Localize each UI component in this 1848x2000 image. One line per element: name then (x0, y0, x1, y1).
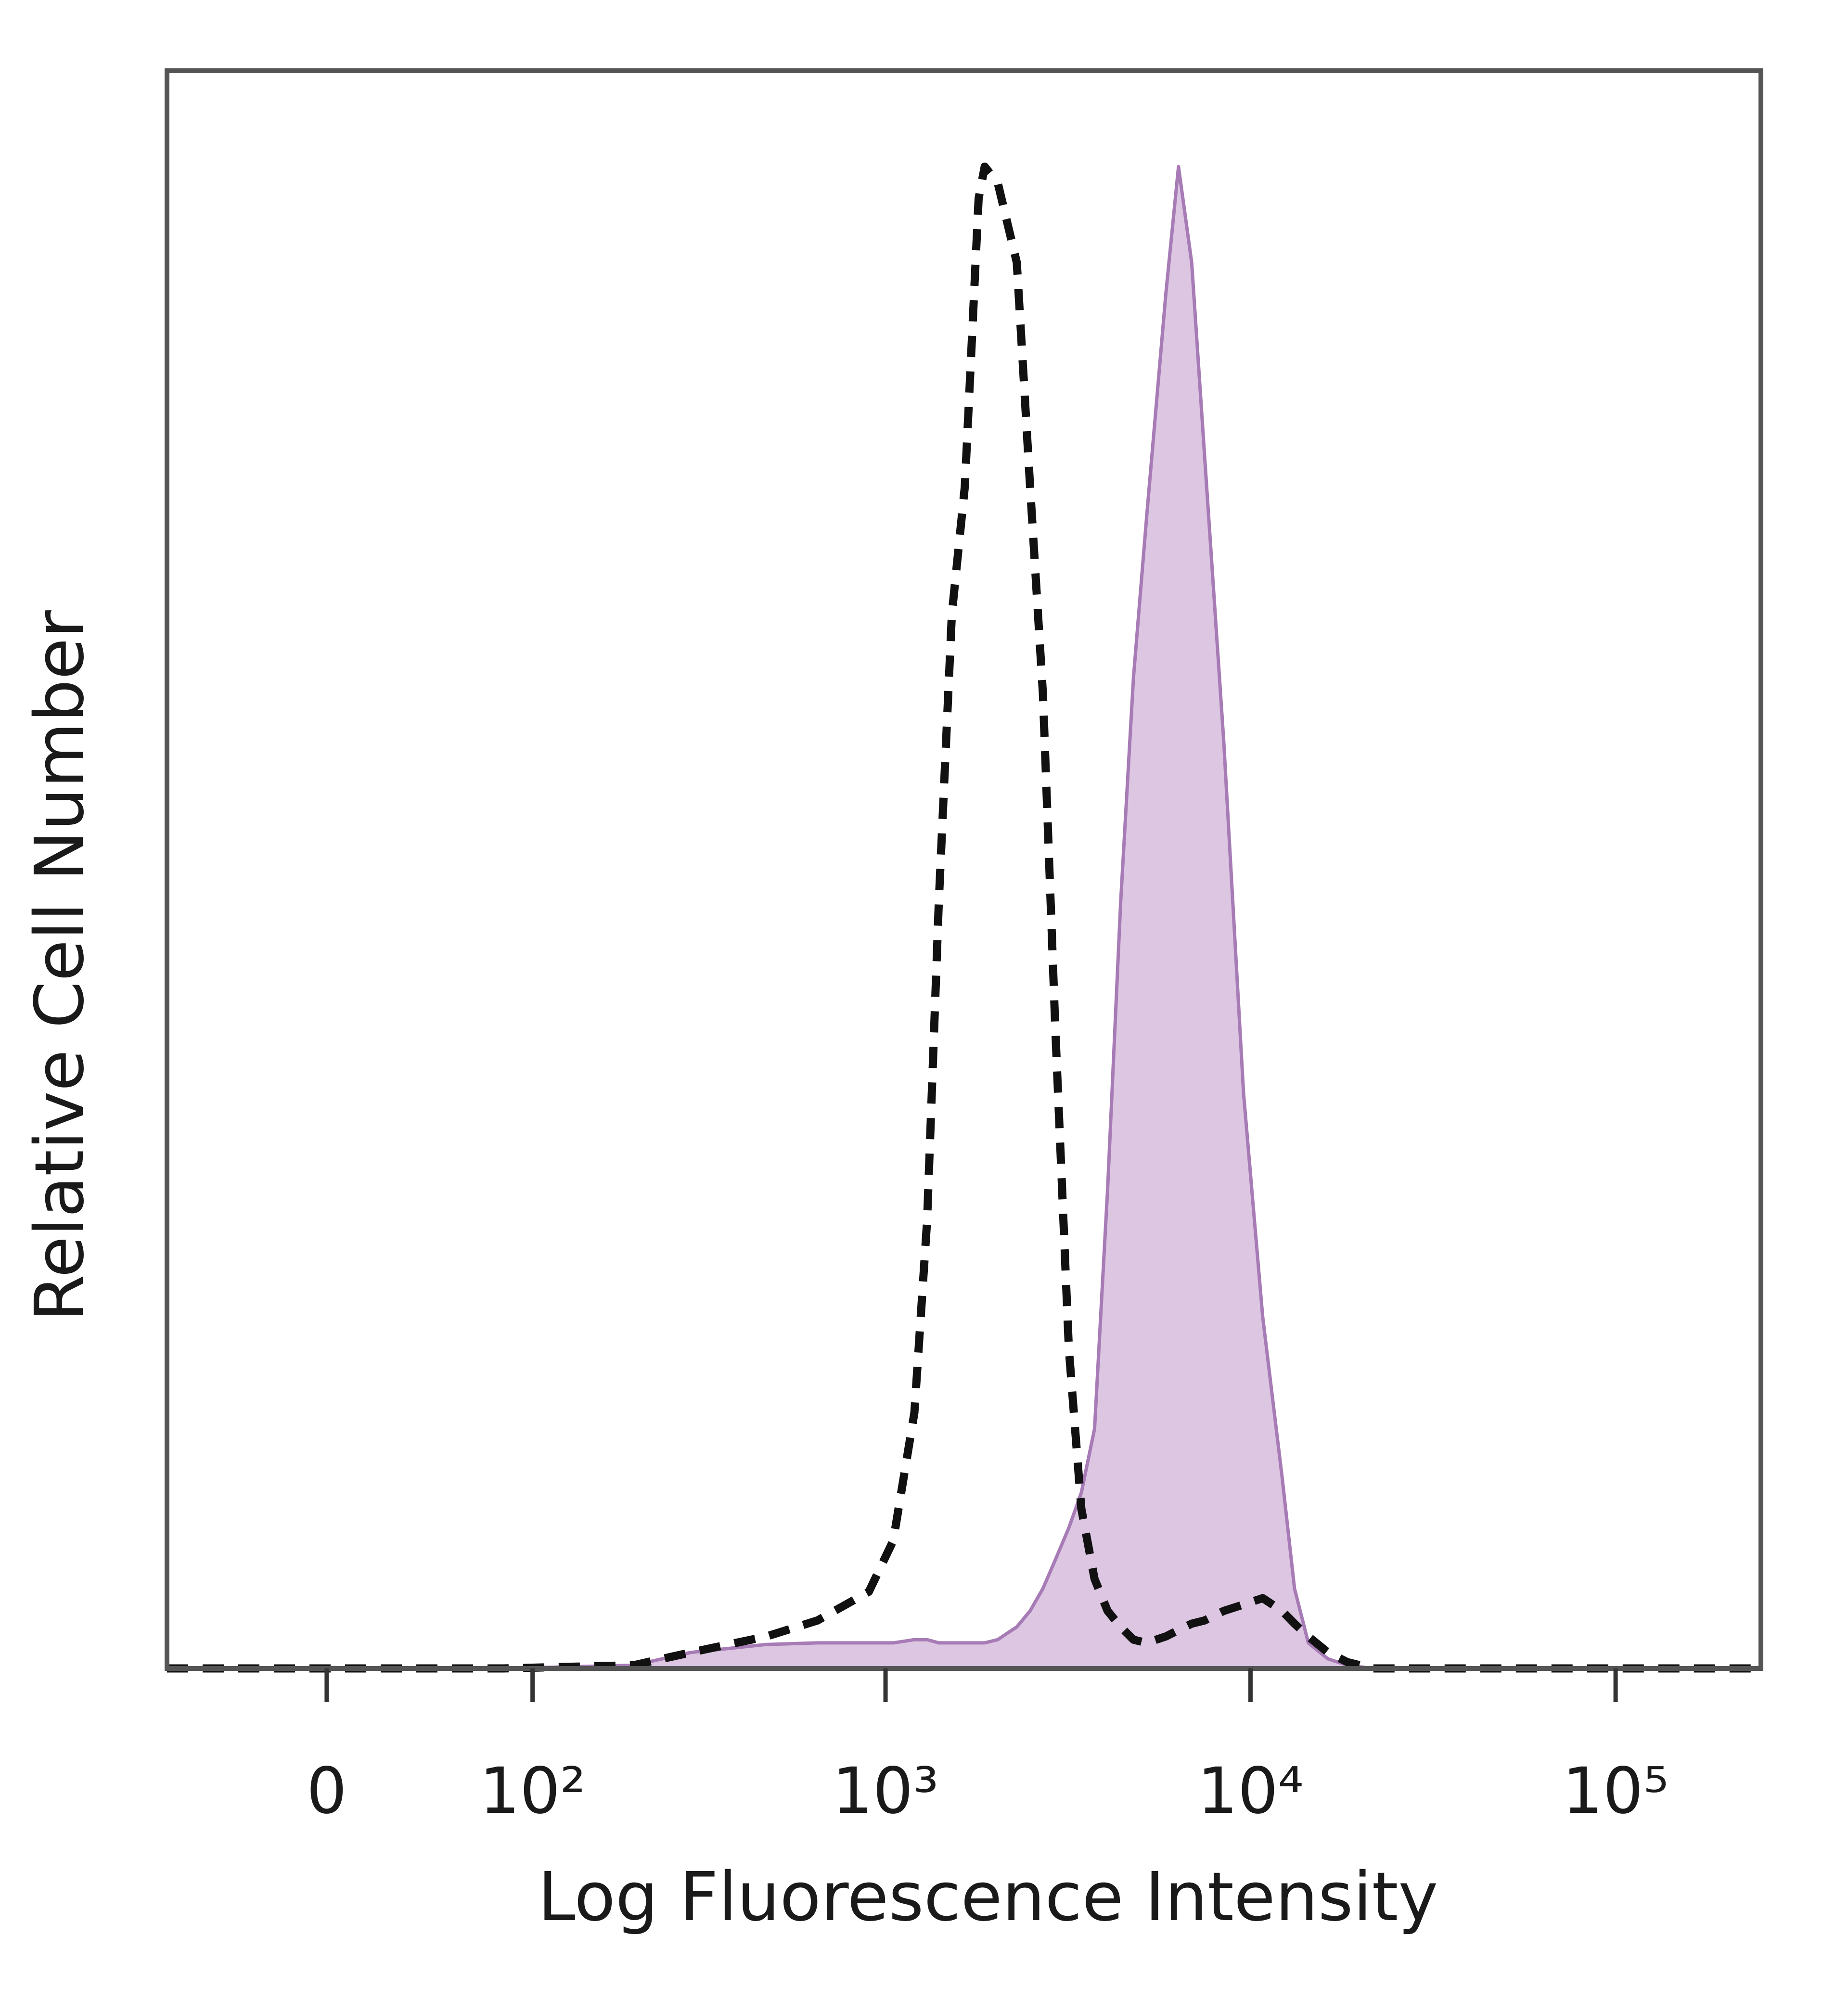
x-tick-label: 10³ (833, 1754, 939, 1828)
x-tick-label: 10⁵ (1563, 1754, 1669, 1828)
histogram-area (165, 165, 1763, 1670)
x-tick-label: 10² (479, 1754, 586, 1828)
y-axis-title: Relative Cell Number (21, 610, 99, 1321)
x-axis-title: Log Fluorescence Intensity (538, 1858, 1438, 1936)
histogram-line (167, 162, 1761, 1673)
x-tick-label: 10⁴ (1197, 1754, 1304, 1828)
plot-frame (165, 68, 1763, 1671)
x-tick-label: 0 (307, 1754, 347, 1828)
